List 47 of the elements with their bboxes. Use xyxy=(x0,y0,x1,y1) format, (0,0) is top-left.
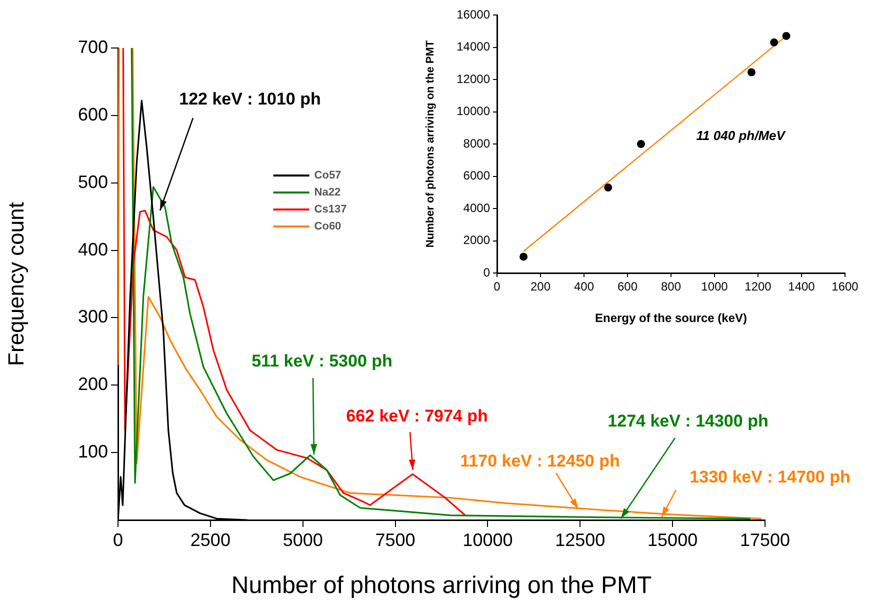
y-tick-label: 0 xyxy=(483,265,490,280)
annotation: 662 keV : 7974 ph xyxy=(346,406,488,426)
x-tick-label: 15000 xyxy=(648,530,698,550)
legend-label: Cs137 xyxy=(314,203,347,216)
x-tick-label: 0 xyxy=(112,530,124,550)
y-tick-label: 2000 xyxy=(463,233,490,248)
x-tick-label: 1400 xyxy=(788,280,816,294)
legend-label: Co60 xyxy=(314,220,342,232)
x-tick-label: 200 xyxy=(530,280,551,294)
x-tick-label: 1000 xyxy=(701,280,728,294)
y-tick-label: 600 xyxy=(78,104,108,124)
y-tick-label: 100 xyxy=(78,442,108,462)
x-tick-label: 2500 xyxy=(190,530,230,550)
y-tick-label: 300 xyxy=(78,306,108,327)
x-axis-title: Energy of the source (keV) xyxy=(594,311,748,326)
annotation: 122 keV : 1010 ph xyxy=(179,90,321,109)
x-tick-label: 1200 xyxy=(744,280,772,294)
x-tick-label: 7500 xyxy=(375,530,416,550)
x-tick-label: 1600 xyxy=(832,280,859,294)
y-tick-label: 10000 xyxy=(456,104,490,118)
y-axis-title: Frequency count xyxy=(3,202,28,366)
legend-label: Na22 xyxy=(314,186,341,198)
annotation: 1274 keV : 14300 ph xyxy=(608,412,768,431)
x-tick-label: 400 xyxy=(574,280,594,294)
x-tick-label: 17500 xyxy=(740,530,790,550)
y-tick-label: 200 xyxy=(78,374,108,394)
x-tick-label: 12500 xyxy=(555,530,606,550)
x-tick-label: 600 xyxy=(617,280,638,294)
y-tick-label: 700 xyxy=(78,36,108,57)
x-tick-label: 800 xyxy=(660,280,682,294)
y-tick-label: 6000 xyxy=(463,168,490,183)
y-axis-title: Number of photons arriving on the PMT xyxy=(424,40,437,248)
annotation: 11 040 ph/MeV xyxy=(696,128,786,143)
x-tick-label: 0 xyxy=(494,280,501,294)
x-tick-label: 5000 xyxy=(282,530,323,550)
y-tick-label: 12000 xyxy=(456,72,490,86)
legend-label: Co57 xyxy=(314,169,342,182)
annotation: 1330 keV : 14700 ph xyxy=(690,468,850,487)
y-tick-label: 16000 xyxy=(456,7,490,22)
annotation: 511 keV : 5300 ph xyxy=(252,352,392,371)
y-tick-label: 4000 xyxy=(463,200,490,215)
annotation: 1170 keV : 12450 ph xyxy=(460,452,620,471)
y-tick-label: 500 xyxy=(78,172,108,192)
y-tick-label: 400 xyxy=(78,239,108,260)
y-tick-label: 14000 xyxy=(456,40,490,54)
y-tick-label: 8000 xyxy=(463,136,490,150)
x-axis-title: Number of photons arriving on the PMT xyxy=(231,572,652,600)
